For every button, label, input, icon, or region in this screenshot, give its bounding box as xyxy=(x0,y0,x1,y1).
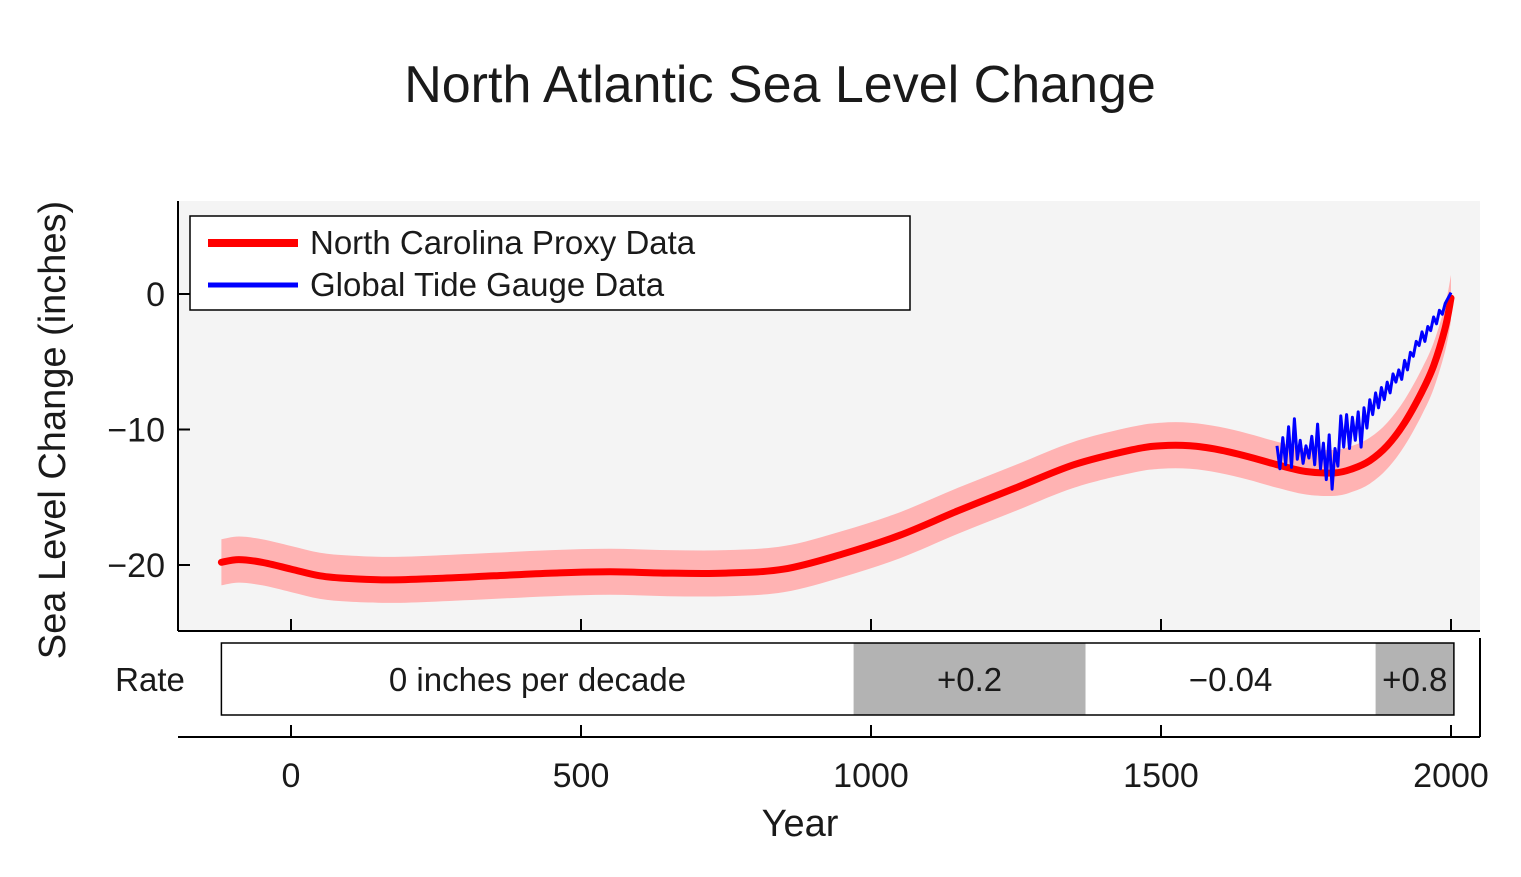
confidence-band-layer xyxy=(221,275,1451,603)
legend-label-proxy: North Carolina Proxy Data xyxy=(310,224,696,261)
rate-segment-label: +0.2 xyxy=(937,661,1002,698)
rate-segment-label: 0 inches per decade xyxy=(389,661,686,698)
x-tick-label: 500 xyxy=(553,757,610,795)
x-tick-label: 0 xyxy=(282,757,301,795)
series-line-proxy xyxy=(217,294,1455,584)
chart-title: North Atlantic Sea Level Change xyxy=(404,56,1156,114)
rate-segment xyxy=(1085,643,1376,715)
legend-box xyxy=(189,215,911,311)
rate-panel: 0 inches per decade +0.2 −0.04 +0.8 xyxy=(220,642,1455,716)
y-axis-label: Sea Level Change (inches) xyxy=(32,201,74,659)
series-layer xyxy=(217,291,1455,584)
x-axis-label: Year xyxy=(762,803,839,845)
legend-label-tide: Global Tide Gauge Data xyxy=(310,266,665,303)
x-tick-label: 1500 xyxy=(1123,757,1199,795)
rate-segment xyxy=(853,643,1086,715)
rate-panel-border xyxy=(220,642,1455,716)
axis-layer: 0 −10 −20 0 500 1000 1500 2000 xyxy=(107,201,1489,795)
x-tick-label: 1000 xyxy=(833,757,909,795)
y-tick-label: 0 xyxy=(146,276,165,314)
rate-label: Rate xyxy=(115,661,185,698)
y-tick-label: −10 xyxy=(107,412,165,450)
rate-segment xyxy=(1375,643,1454,715)
y-tick-label: −20 xyxy=(107,547,165,585)
proxy-confidence-band xyxy=(221,275,1451,603)
rate-segment xyxy=(221,643,854,715)
legend: North Carolina Proxy Data Global Tide Ga… xyxy=(189,215,911,311)
rate-segment-label: +0.8 xyxy=(1382,661,1447,698)
x-tick-label: 2000 xyxy=(1413,757,1489,795)
rate-segment-label: −0.04 xyxy=(1189,661,1273,698)
series-line-tide-gauge xyxy=(1275,291,1453,491)
